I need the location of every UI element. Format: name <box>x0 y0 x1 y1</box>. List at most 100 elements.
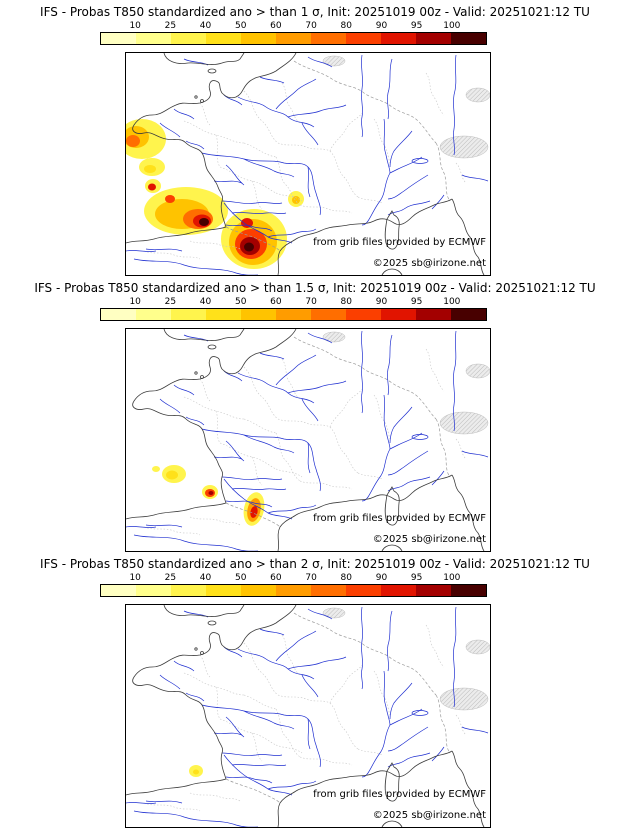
colorbar-tick: 50 <box>234 573 247 583</box>
panel-sigma-2: IFS - Probas T850 standardized ano > tha… <box>0 552 630 828</box>
colorbar-segment <box>206 309 241 320</box>
colorbar: 10 25 40 50 60 70 80 90 95 100 <box>100 21 487 45</box>
colorbar-tick: 10 <box>129 297 141 307</box>
probability-contour <box>144 165 156 173</box>
probability-contour <box>244 242 254 252</box>
colorbar-segment <box>416 309 451 320</box>
colorbar-segment <box>451 585 486 596</box>
colorbar-segment <box>136 585 171 596</box>
probability-contour <box>292 196 300 204</box>
colorbar-tick: 50 <box>234 21 247 31</box>
colorbar-bar <box>100 308 487 321</box>
colorbar-tick: 80 <box>340 573 352 583</box>
map-canvas <box>126 329 490 551</box>
colorbar-segment <box>241 585 276 596</box>
colorbar-segment <box>241 309 276 320</box>
probability-blobs <box>126 119 304 269</box>
colorbar-segment <box>381 33 416 44</box>
copyright-text: ©2025 sb@irizone.net <box>372 258 486 269</box>
colorbar-tick: 60 <box>270 297 282 307</box>
colorbar-tick: 40 <box>199 21 212 31</box>
probability-contour <box>165 195 175 203</box>
colorbar-tick: 70 <box>305 573 317 583</box>
colorbar-tick: 25 <box>164 21 177 31</box>
colorbar-segment <box>276 33 311 44</box>
map-panel: from grib files provided by ECMWF ©2025 … <box>125 328 491 552</box>
colorbar-tick: 90 <box>375 573 388 583</box>
colorbar-tick: 100 <box>443 297 461 307</box>
colorbar-tick: 40 <box>199 573 212 583</box>
colorbar-segment <box>416 33 451 44</box>
map-canvas <box>126 53 490 275</box>
colorbar-segment <box>276 585 311 596</box>
colorbar-ticks: 10 25 40 50 60 70 80 90 95 100 <box>100 573 487 584</box>
colorbar-segment <box>206 33 241 44</box>
colorbar-segment <box>171 33 206 44</box>
colorbar: 10 25 40 50 60 70 80 90 95 100 <box>100 297 487 321</box>
colorbar-tick: 50 <box>234 297 247 307</box>
colorbar: 10 25 40 50 60 70 80 90 95 100 <box>100 573 487 597</box>
copyright-text: ©2025 sb@irizone.net <box>372 534 486 545</box>
colorbar-ticks: 10 25 40 50 60 70 80 90 95 100 <box>100 297 487 308</box>
colorbar-segment <box>311 309 346 320</box>
colorbar-segment <box>311 585 346 596</box>
colorbar-ticks: 10 25 40 50 60 70 80 90 95 100 <box>100 21 487 32</box>
panel-title: IFS - Probas T850 standardized ano > tha… <box>40 5 590 19</box>
colorbar-tick: 10 <box>129 573 141 583</box>
colorbar-tick: 60 <box>270 21 282 31</box>
map-canvas <box>126 605 490 827</box>
colorbar-segment <box>101 585 136 596</box>
colorbar-bar <box>100 584 487 597</box>
colorbar-tick: 10 <box>129 21 141 31</box>
panel-sigma-1-5: IFS - Probas T850 standardized ano > tha… <box>0 276 630 552</box>
colorbar-segment <box>206 585 241 596</box>
panel-sigma-1: IFS - Probas T850 standardized ano > tha… <box>0 0 630 276</box>
colorbar-segment <box>171 585 206 596</box>
colorbar-segment <box>346 585 381 596</box>
copyright-text: ©2025 sb@irizone.net <box>372 810 486 821</box>
colorbar-tick: 25 <box>164 297 177 307</box>
colorbar-bar <box>100 32 487 45</box>
panel-title: IFS - Probas T850 standardized ano > tha… <box>40 557 590 571</box>
probability-contour <box>250 506 258 518</box>
colorbar-segment <box>451 309 486 320</box>
credit-text: from grib files provided by ECMWF <box>313 513 486 524</box>
colorbar-tick: 95 <box>410 573 423 583</box>
colorbar-tick: 80 <box>340 297 352 307</box>
colorbar-segment <box>381 585 416 596</box>
probability-contour <box>193 769 199 775</box>
map-panel: from grib files provided by ECMWF ©2025 … <box>125 52 491 276</box>
colorbar-segment <box>241 33 276 44</box>
colorbar-tick: 60 <box>270 573 282 583</box>
credit-text: from grib files provided by ECMWF <box>313 789 486 800</box>
probability-contour <box>166 470 178 480</box>
colorbar-tick: 25 <box>164 573 177 583</box>
probability-contour <box>148 183 156 191</box>
probability-contour <box>241 218 253 228</box>
colorbar-segment <box>311 33 346 44</box>
colorbar-tick: 70 <box>305 21 317 31</box>
colorbar-tick: 40 <box>199 297 212 307</box>
colorbar-tick: 90 <box>375 297 388 307</box>
probability-blobs <box>189 765 203 777</box>
colorbar-segment <box>101 33 136 44</box>
probability-contour <box>152 466 160 472</box>
colorbar-tick: 100 <box>443 573 461 583</box>
colorbar-tick: 100 <box>443 21 461 31</box>
probability-contour <box>208 491 214 495</box>
colorbar-tick: 80 <box>340 21 352 31</box>
panel-title: IFS - Probas T850 standardized ano > tha… <box>34 281 596 295</box>
map-panel: from grib files provided by ECMWF ©2025 … <box>125 604 491 828</box>
colorbar-segment <box>416 585 451 596</box>
colorbar-tick: 90 <box>375 21 388 31</box>
colorbar-segment <box>381 309 416 320</box>
colorbar-segment <box>346 309 381 320</box>
probability-contour <box>199 218 209 226</box>
colorbar-segment <box>171 309 206 320</box>
credit-text: from grib files provided by ECMWF <box>313 237 486 248</box>
probability-contour <box>126 135 140 147</box>
colorbar-tick: 70 <box>305 297 317 307</box>
colorbar-segment <box>136 33 171 44</box>
colorbar-segment <box>101 309 136 320</box>
